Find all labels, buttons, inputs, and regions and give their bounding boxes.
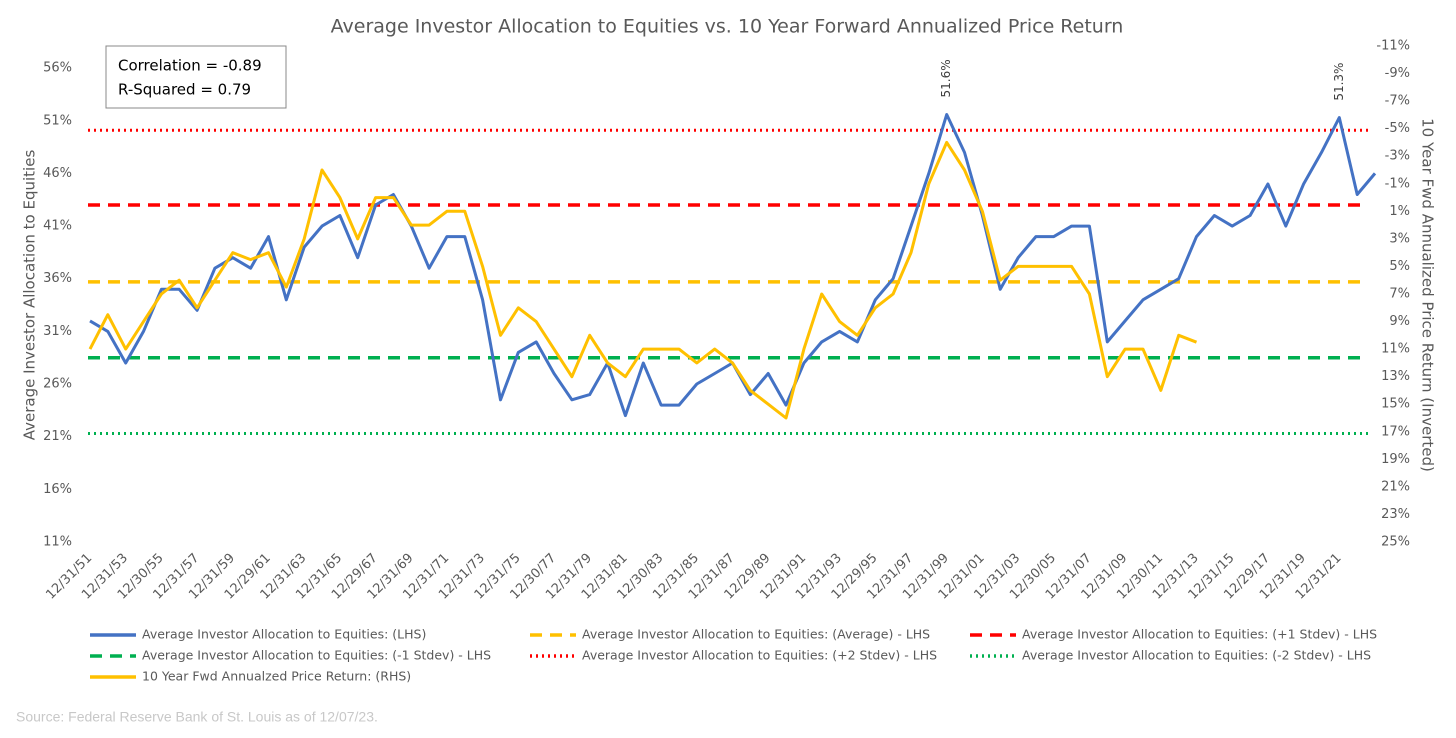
data-label: 51.6% (939, 59, 953, 97)
y-tick-label: 56% (43, 61, 72, 76)
y2-tick-label: 13% (1381, 369, 1410, 384)
legend-label: Average Investor Allocation to Equities:… (142, 648, 491, 663)
y2-tick-label: 9% (1389, 314, 1410, 329)
y2-tick-label: 5% (1389, 259, 1410, 274)
y2-tick-label: 21% (1381, 479, 1410, 494)
stats-text: R-Squared = 0.79 (118, 81, 251, 99)
y-tick-label: 21% (43, 429, 72, 444)
y2-tick-label: -5% (1385, 121, 1410, 136)
y2-tick-label: -3% (1385, 149, 1410, 164)
y2-tick-label: 19% (1381, 452, 1410, 467)
legend-label: Average Investor Allocation to Equities:… (1022, 648, 1371, 663)
y2-tick-label: 15% (1381, 397, 1410, 412)
chart-title: Average Investor Allocation to Equities … (331, 16, 1124, 38)
y2-tick-label: -1% (1385, 176, 1410, 191)
y2-tick-label: 25% (1381, 535, 1410, 550)
stats-box (105, 45, 287, 109)
y2-tick-label: 7% (1389, 287, 1410, 302)
y2-tick-label: -11% (1376, 39, 1410, 54)
y-tick-label: 31% (43, 324, 72, 339)
y2-tick-label: 17% (1381, 424, 1410, 439)
y-axis-title: Average Investor Allocation to Equities (21, 150, 39, 441)
y-tick-label: 26% (43, 377, 72, 392)
y-tick-label: 36% (43, 271, 72, 286)
y-tick-label: 46% (43, 166, 72, 181)
legend-label: 10 Year Fwd Annualzed Price Return: (RHS… (142, 669, 411, 684)
data-label: 51.3% (1332, 63, 1346, 101)
legend-label: Average Investor Allocation to Equities:… (582, 648, 937, 663)
series-line (88, 140, 1198, 420)
source: Source: Federal Reserve Bank of St. Loui… (16, 709, 378, 725)
y2-tick-label: 1% (1389, 204, 1410, 219)
y-tick-label: 41% (43, 219, 72, 234)
stats-text: Correlation = -0.89 (118, 57, 262, 75)
y-tick-label: 11% (43, 535, 72, 550)
series-line (89, 113, 1377, 418)
y2-tick-label: -7% (1385, 94, 1410, 109)
y-tick-label: 16% (43, 482, 72, 497)
y2-tick-label: 3% (1389, 231, 1410, 246)
y2-tick-label: -9% (1385, 66, 1410, 81)
legend-label: Average Investor Allocation to Equities:… (1022, 627, 1377, 642)
y2-tick-label: 23% (1381, 507, 1410, 522)
y-tick-label: 51% (43, 113, 72, 128)
legend-label: Average Investor Allocation to Equities:… (582, 627, 930, 642)
y2-axis-title: 10 Year Fwd Annualized Price Return (Inv… (1419, 118, 1437, 472)
y2-tick-label: 11% (1381, 342, 1410, 357)
legend-label: Average Investor Allocation to Equities:… (142, 627, 426, 642)
